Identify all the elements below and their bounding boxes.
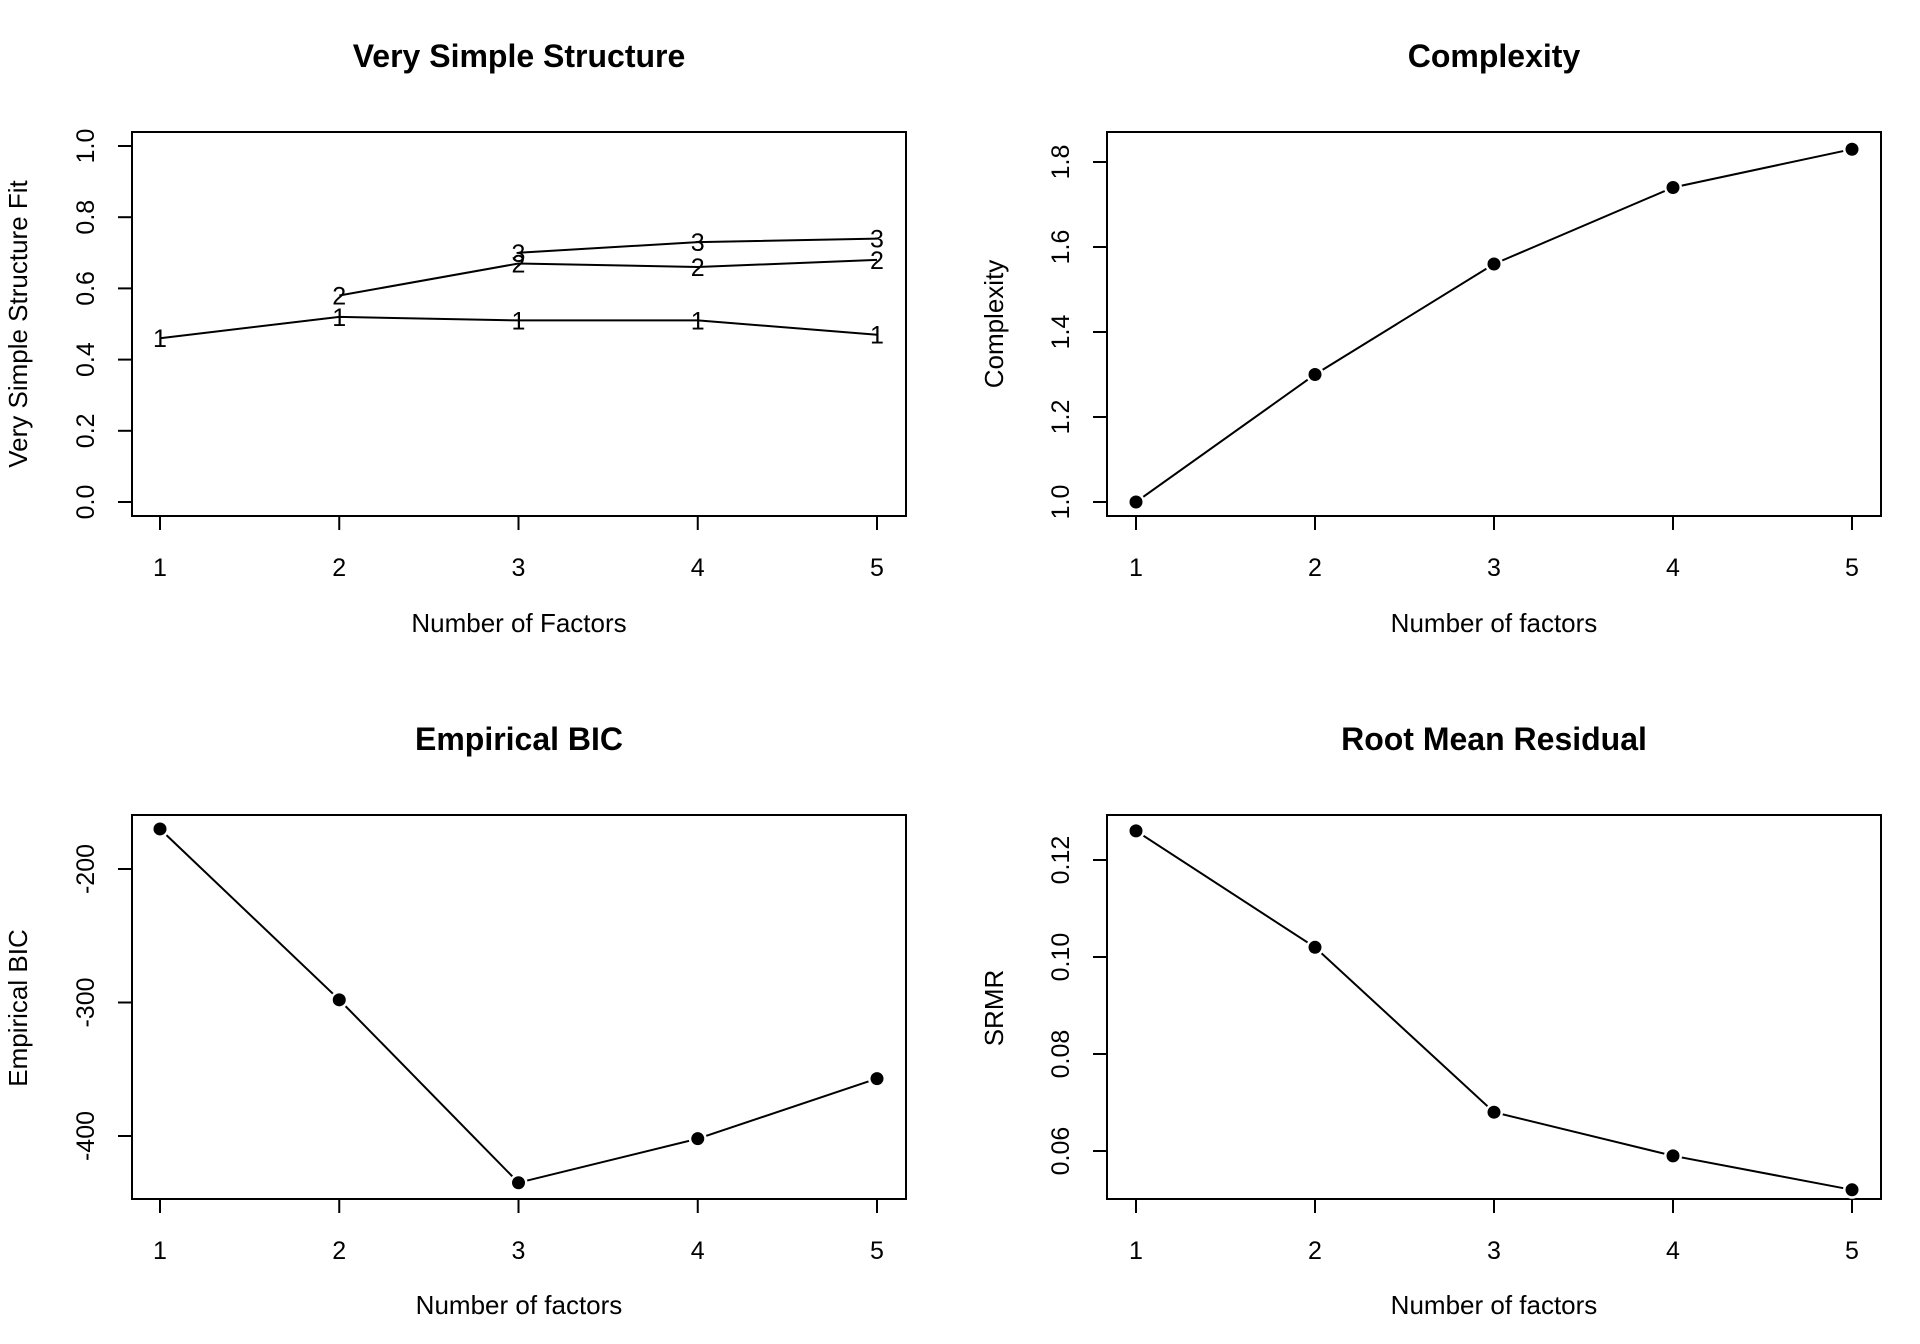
data-point [1845,1183,1859,1197]
x-tick-label: 5 [1845,1237,1859,1265]
x-tick-label: 4 [1666,1237,1680,1265]
data-point [512,1176,525,1190]
data-point [153,822,167,836]
x-tick-label: 4 [1666,554,1680,582]
x-axis-label: Number of factors [416,1290,623,1320]
data-point [691,1132,705,1146]
chart-panel-3: Empirical BIC 1 2 3 4 5 -200 -300 -400 Number of … [3,721,907,1320]
y-tick-label: 1.2 [1047,400,1075,435]
series-line-1 [159,315,878,340]
data-label-2: 2 [870,247,884,275]
y-tick-label: 0.2 [72,413,100,448]
x-axis-label: Number of factors [1391,608,1598,638]
x-tick-label: 5 [870,1237,884,1265]
data-point [1845,142,1859,156]
data-label-2: 2 [332,283,346,311]
x-tick-label: 2 [332,1237,346,1265]
x-tick-label: 1 [153,554,167,582]
data-label-1: 1 [332,304,346,332]
data-label-3: 3 [691,229,705,257]
data-label-1: 1 [512,307,526,335]
x-tick-label: 3 [512,1237,526,1265]
data-label-2: 2 [512,250,526,278]
x-tick-label: 1 [1129,554,1143,582]
series-line-2 [339,258,878,297]
data-point [1129,495,1143,509]
x-tick-label: 1 [1129,1237,1143,1265]
y-tick-label: 1.8 [1047,145,1075,180]
x-axis-label: Number of factors [1391,1290,1598,1320]
x-tick-label: 2 [1308,554,1322,582]
data-label-1: 1 [870,322,884,350]
data-label-2: 2 [691,254,705,282]
chart-title: Empirical BIC [415,721,623,757]
data-label-1: 1 [691,307,705,335]
y-tick-label: 0.6 [72,271,100,306]
y-tick-label: 0.10 [1047,933,1075,982]
x-tick-label: 3 [1487,554,1501,582]
data-label-1: 1 [153,325,167,353]
series-line-3 [518,237,878,254]
data-point [1487,257,1501,271]
x-tick-label: 5 [870,554,884,582]
y-axis-label: Empirical BIC [3,929,33,1086]
y-tick-label: 0.0 [72,485,100,520]
y-tick-label: 1.4 [1047,315,1075,350]
y-tick-label: 1.0 [72,129,100,164]
y-axis-label: Complexity [979,260,1009,389]
data-point [1666,1149,1680,1163]
x-tick-label: 2 [332,554,346,582]
y-tick-label: 0.8 [72,200,100,235]
y-tick-label: 0.4 [72,342,100,377]
y-tick-label: 0.12 [1047,836,1075,885]
chart-panel-4: Root Mean Residual 1 2 3 4 5 0.06 0.08 0.10 0.12 N… [979,721,1882,1320]
chart-title: Complexity [1408,38,1581,74]
y-tick-label: -200 [72,844,100,894]
y-tick-label: 1.0 [1047,485,1075,520]
y-tick-label: 0.06 [1047,1127,1075,1176]
x-tick-label: 2 [1308,1237,1322,1265]
data-point [1487,1105,1501,1119]
y-axis-label: Very Simple Structure Fit [3,179,33,467]
x-tick-label: 3 [512,554,526,582]
chart-title: Root Mean Residual [1341,721,1647,757]
data-point [1129,824,1143,838]
chart-title: Very Simple Structure [353,38,686,74]
x-axis-label: Number of Factors [411,608,626,638]
data-point [332,993,346,1007]
data-point [1308,368,1322,381]
x-tick-label: 1 [153,1237,167,1265]
y-tick-label: -300 [72,977,100,1027]
y-tick-label: 1.6 [1047,230,1075,265]
data-label-3: 3 [870,226,884,254]
y-tick-label: 0.08 [1047,1030,1075,1079]
data-point [1666,181,1680,194]
data-point [870,1072,884,1086]
x-tick-label: 5 [1845,554,1859,582]
x-tick-label: 4 [691,1237,705,1265]
x-tick-label: 3 [1487,1237,1501,1265]
x-tick-label: 4 [691,554,705,582]
chart-panel-2: Complexity 1 2 3 4 5 1.0 1.2 1.4 1.6 1.8 Number of … [979,38,1882,638]
y-tick-label: -400 [72,1111,100,1161]
y-axis-label: SRMR [979,970,1009,1047]
data-label-3: 3 [512,240,526,268]
data-point [1308,940,1322,954]
